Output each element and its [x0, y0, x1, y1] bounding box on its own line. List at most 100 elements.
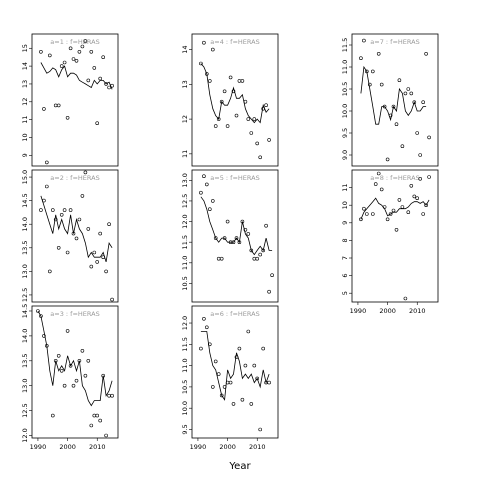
data-point	[403, 91, 408, 96]
data-point	[202, 316, 206, 321]
data-point	[95, 121, 99, 125]
data-point	[406, 210, 411, 214]
data-point	[39, 208, 43, 212]
data-point	[362, 206, 366, 211]
panel-title: a=8 : f=HERAS	[370, 174, 419, 182]
data-point	[367, 82, 372, 87]
panel-frame	[191, 305, 279, 439]
data-point	[39, 49, 43, 54]
data-point	[246, 329, 251, 334]
data-point	[415, 196, 420, 200]
data-point	[376, 171, 381, 176]
data-point	[385, 157, 390, 162]
y-tick-label: 11.0	[341, 60, 349, 74]
panel-title: a=3 : f=HERAS	[50, 310, 99, 318]
y-tick-label: 13.5	[21, 241, 29, 255]
panels-group: a=1 : f=HERAS 9 10 11 12 13 14 15 a=2 : f=HERAS 1…	[21, 33, 439, 451]
y-tick-label: 13	[181, 80, 189, 88]
y-tick-label: 11	[21, 115, 29, 123]
data-point	[205, 325, 209, 330]
data-point	[53, 358, 58, 363]
data-point	[424, 203, 428, 207]
data-point	[56, 103, 61, 108]
data-point	[98, 418, 102, 423]
data-point	[68, 363, 73, 368]
data-point	[89, 423, 94, 428]
fit-line	[40, 62, 113, 90]
data-point	[71, 231, 76, 236]
y-tick-label: 13	[21, 80, 29, 88]
data-point	[258, 252, 263, 257]
data-point	[74, 378, 79, 383]
y-tick-label: 11.0	[181, 256, 189, 270]
data-point	[400, 144, 405, 148]
y-tick-label: 9.5	[181, 424, 189, 434]
data-point	[107, 222, 111, 226]
data-point	[237, 346, 242, 351]
data-point	[255, 141, 260, 146]
y-tick-label: 9.0	[341, 150, 349, 160]
data-point	[199, 190, 203, 195]
fit-line	[200, 63, 270, 124]
data-point	[68, 46, 73, 51]
data-point	[394, 228, 399, 232]
data-point	[104, 269, 108, 274]
data-point	[267, 138, 271, 142]
x-axis-title: Year	[228, 461, 251, 472]
x-tick-label: 2010	[249, 443, 266, 451]
x-tick-label: 2010	[89, 443, 106, 451]
data-point	[255, 376, 260, 381]
y-tick-label: 11.0	[181, 358, 189, 372]
fit-line	[40, 195, 113, 263]
data-point	[385, 217, 390, 222]
y-tick-label: 12.5	[181, 194, 189, 208]
y-tick-label: 10.0	[181, 401, 189, 415]
data-point	[234, 355, 239, 359]
y-tick-label: 10.5	[181, 276, 189, 290]
data-point	[202, 40, 206, 45]
y-tick-label: 9	[21, 153, 29, 157]
x-tick-label: 1990	[30, 443, 47, 451]
data-point	[101, 255, 105, 260]
data-point	[219, 256, 224, 261]
data-point	[59, 368, 64, 373]
data-point	[101, 55, 105, 60]
data-point	[42, 334, 46, 338]
data-point	[394, 122, 399, 126]
data-point	[42, 107, 46, 111]
data-point	[397, 78, 402, 82]
data-point	[222, 89, 227, 94]
data-point	[231, 89, 236, 94]
data-point	[427, 175, 431, 179]
panel-title: a=1 : f=HERAS	[50, 38, 99, 46]
data-point	[373, 182, 378, 186]
data-point	[243, 99, 248, 104]
y-tick-label: 12.0	[181, 316, 189, 330]
data-point	[205, 182, 209, 187]
data-point	[376, 51, 381, 56]
data-point	[391, 104, 396, 109]
data-point	[86, 358, 91, 363]
data-point	[412, 100, 417, 104]
data-point	[249, 402, 254, 406]
data-point	[391, 208, 396, 213]
data-point	[56, 353, 61, 358]
data-point	[62, 60, 67, 65]
data-point	[258, 155, 263, 160]
data-point	[382, 205, 387, 209]
data-point	[388, 113, 393, 118]
data-point	[47, 269, 52, 274]
data-point	[104, 82, 108, 86]
data-point	[74, 236, 79, 241]
y-tick-label: 12.0	[21, 428, 29, 442]
data-point	[255, 256, 260, 261]
data-point	[252, 117, 257, 121]
data-point	[264, 103, 268, 107]
data-point	[208, 79, 212, 83]
y-tick-label: 13.0	[21, 264, 29, 278]
data-point	[53, 103, 58, 108]
x-tick-label: 2000	[379, 307, 396, 315]
panel-frame	[31, 305, 119, 439]
data-point	[95, 413, 99, 418]
